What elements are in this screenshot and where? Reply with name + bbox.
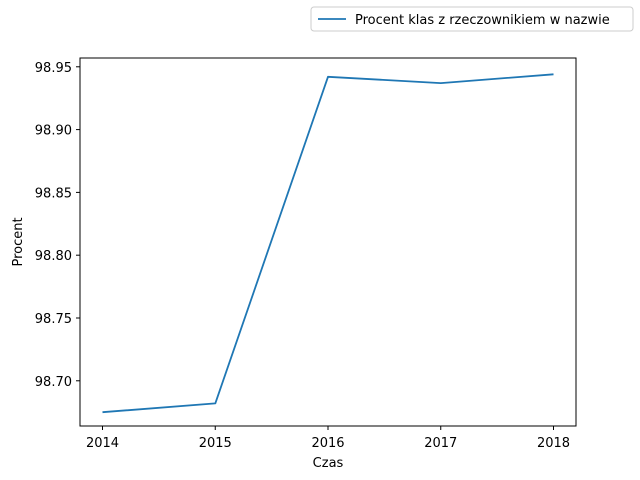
series-line-0 xyxy=(102,73,554,414)
x-tick-label: 2018 xyxy=(537,436,570,451)
legend-box xyxy=(310,6,634,32)
legend-label: Procent klas z rzeczownikiem w nazwie xyxy=(355,13,610,28)
y-axis-label: Procent xyxy=(11,217,26,266)
legend: Procent klas z rzeczownikiem w nazwie xyxy=(310,6,634,32)
y-tick-label: 98.95 xyxy=(35,61,72,76)
y-tick-label: 98.90 xyxy=(35,124,72,139)
plot-area xyxy=(80,58,576,426)
y-tick-label: 98.80 xyxy=(35,249,72,264)
x-tick-label: 2015 xyxy=(199,436,232,451)
y-tick-label: 98.85 xyxy=(35,186,72,201)
y-axis: 98.70 98.75 98.80 98.85 98.90 98.95 xyxy=(35,61,80,390)
x-tick-label: 2017 xyxy=(424,436,457,451)
x-axis: 2014 2015 2016 2017 2018 xyxy=(86,426,570,451)
x-tick-label: 2014 xyxy=(86,436,119,451)
y-tick-label: 98.70 xyxy=(35,375,72,390)
x-tick-label: 2016 xyxy=(311,436,344,451)
y-tick-label: 98.75 xyxy=(35,312,72,327)
series-layer xyxy=(102,73,554,414)
x-axis-label: Czas xyxy=(313,456,344,471)
